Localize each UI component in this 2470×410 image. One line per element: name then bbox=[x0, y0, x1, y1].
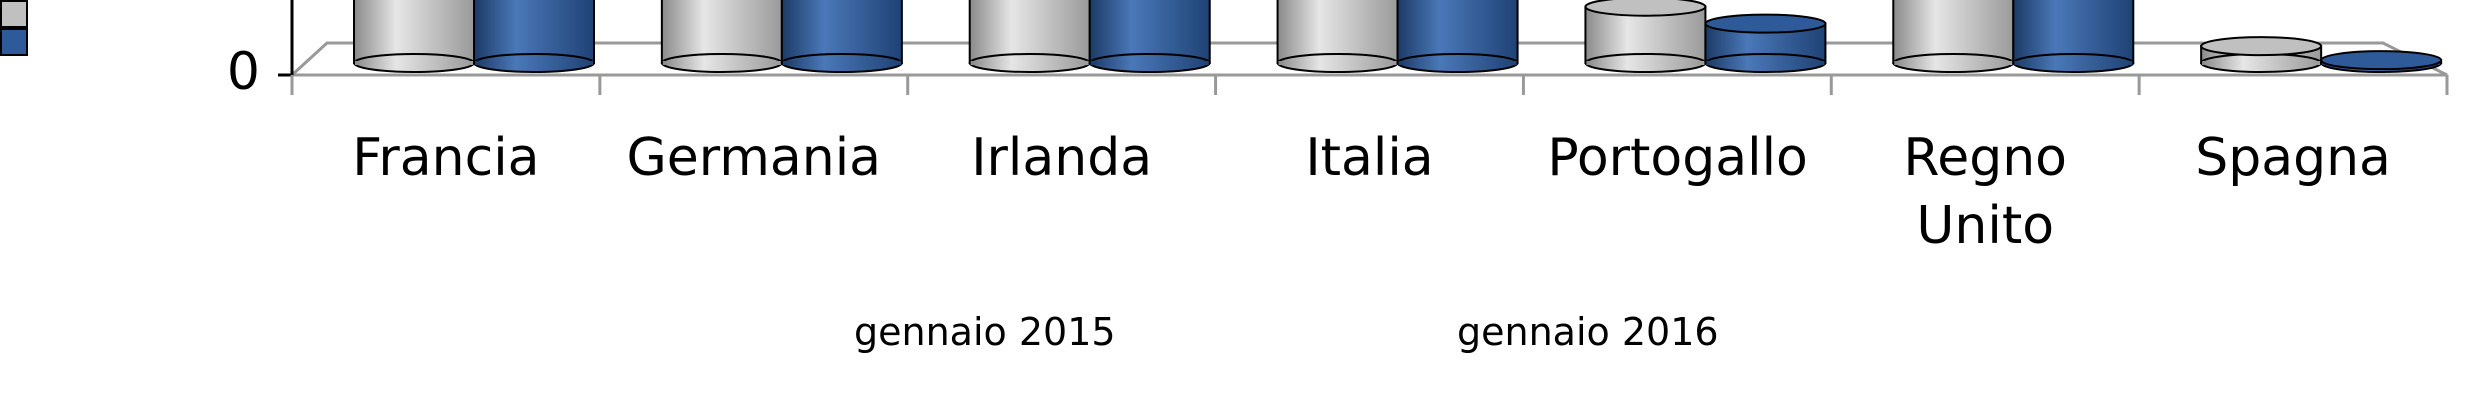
bar bbox=[353, 0, 475, 73]
y-tick-label: 0 bbox=[227, 42, 260, 102]
bar bbox=[2012, 0, 2135, 73]
bar bbox=[2320, 50, 2443, 73]
bar bbox=[1276, 0, 1399, 73]
bar-cover bbox=[475, 61, 593, 65]
bar-cover bbox=[1398, 61, 1517, 65]
bar bbox=[660, 0, 783, 73]
x-tick-label: Italia bbox=[1305, 128, 1434, 188]
bar bbox=[2200, 36, 2323, 73]
bar bbox=[780, 0, 903, 73]
x-tick-label: Portogallo bbox=[1547, 128, 1808, 188]
x-tick-label: Spagna bbox=[2195, 128, 2391, 188]
bar bbox=[1704, 13, 1827, 73]
bar-top bbox=[1584, 0, 1707, 17]
bar-cover bbox=[355, 61, 473, 65]
bar-cover bbox=[1586, 61, 1705, 65]
bar-cover bbox=[2014, 61, 2133, 65]
bar-cover bbox=[970, 61, 1089, 65]
bar-top bbox=[1704, 13, 1827, 34]
bar-cover bbox=[1894, 61, 2013, 65]
bar bbox=[1892, 0, 2015, 73]
bar-cover bbox=[782, 61, 901, 65]
bar-cover bbox=[662, 61, 781, 65]
x-tick-label: Germania bbox=[626, 128, 882, 188]
bar bbox=[473, 0, 595, 73]
legend-swatch bbox=[0, 28, 28, 56]
bar bbox=[1584, 0, 1707, 73]
legend-label: gennaio 2015 bbox=[854, 310, 1116, 354]
bar-cover bbox=[1278, 61, 1397, 65]
x-tick-label: Regno Unito bbox=[1903, 128, 2067, 256]
bar-cover bbox=[1090, 61, 1209, 65]
bar bbox=[968, 0, 1091, 73]
bar bbox=[1088, 0, 1211, 73]
bar-top bbox=[2200, 36, 2323, 57]
x-tick-label: Francia bbox=[352, 128, 540, 188]
bar-body bbox=[353, 0, 475, 64]
bar bbox=[1396, 0, 1519, 73]
legend-label: gennaio 2016 bbox=[1457, 310, 1719, 354]
bar-top bbox=[2320, 50, 2443, 71]
legend-swatch bbox=[0, 0, 28, 28]
bar-cover bbox=[1706, 61, 1825, 65]
floor bbox=[288, 41, 2448, 77]
x-tick-label: Irlanda bbox=[971, 128, 1153, 188]
bar-cover bbox=[2202, 61, 2321, 65]
